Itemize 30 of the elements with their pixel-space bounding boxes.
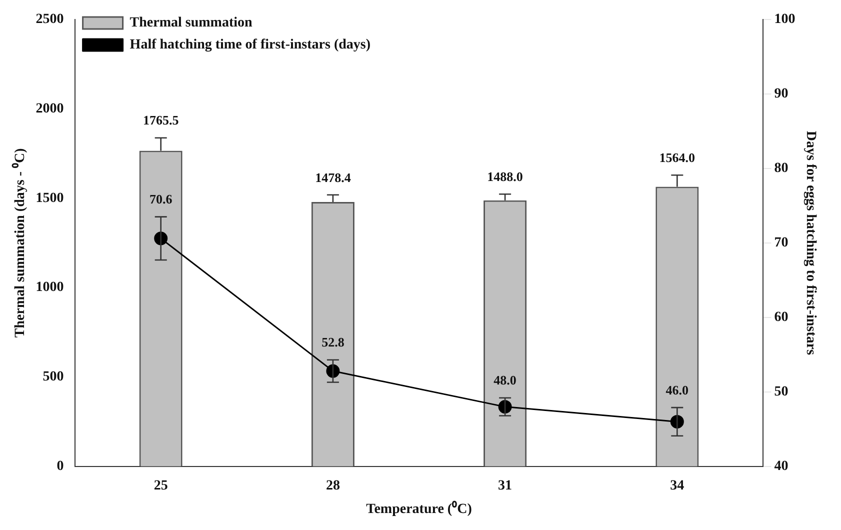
x-tick-label: 34	[670, 478, 684, 494]
y2-tick-label: 50	[774, 384, 788, 400]
x-tick-label: 25	[154, 478, 168, 494]
y2-tick-label: 80	[774, 161, 788, 176]
data-label: 1488.0	[487, 168, 523, 184]
legend-label: Half hatching time of first-instars (days)	[130, 38, 371, 53]
data-label: 1564.0	[659, 150, 696, 165]
data-label: 70.6	[149, 192, 173, 207]
y-tick-label: 0	[56, 459, 64, 474]
y-tick-label: 1500	[36, 190, 64, 206]
y2-tick-label: 90	[774, 86, 788, 102]
data-label: 48.0	[494, 372, 516, 388]
y2-tick-label: 40	[774, 459, 788, 474]
x-tick-label: 31	[498, 478, 512, 494]
y2-tick-label: 70	[774, 236, 788, 251]
data-label: 1478.4	[315, 170, 352, 185]
y-tick-label: 2000	[36, 101, 64, 116]
y2-tick-label: 60	[774, 310, 788, 326]
data-label: 52.8	[322, 334, 345, 350]
legend-label: Thermal summation	[130, 16, 253, 31]
y-tick-label: 500	[42, 370, 64, 385]
data-label: 1765.5	[142, 112, 180, 128]
y-tick-label: 2500	[36, 12, 64, 28]
data-label: 46.0	[666, 382, 689, 398]
y-tick-label: 1000	[36, 280, 64, 296]
y-axis-title: Thermal summation (days - ⁰C)	[11, 148, 28, 338]
x-tick-label: 28	[326, 478, 340, 494]
y2-tick-label: 100	[774, 12, 796, 28]
x-axis-title: Temperature (⁰C)	[366, 500, 472, 518]
y2-axis-title: Days for eggs hatching to first-instars	[802, 130, 818, 356]
